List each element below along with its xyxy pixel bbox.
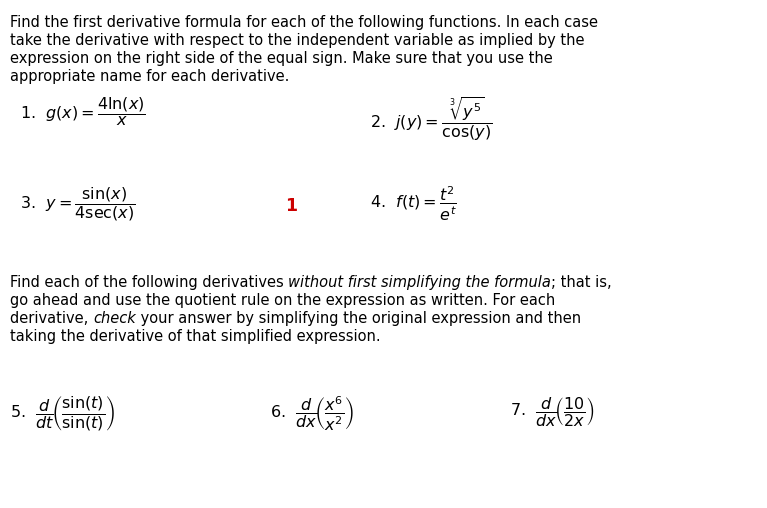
Text: your answer by simplifying the original expression and then: your answer by simplifying the original … [136,311,581,326]
Text: take the derivative with respect to the independent variable as implied by the: take the derivative with respect to the … [10,33,584,48]
Text: 1.  $g(x) = \dfrac{4\ln(x)}{x}$: 1. $g(x) = \dfrac{4\ln(x)}{x}$ [20,95,146,128]
Text: go ahead and use the quotient rule on the expression as written. For each: go ahead and use the quotient rule on th… [10,293,555,308]
Text: without first simplifying the formula: without first simplifying the formula [288,275,551,290]
Text: derivative,: derivative, [10,311,93,326]
Text: check: check [93,311,136,326]
Text: 5.  $\dfrac{d}{dt}\!\left(\dfrac{\sin(t)}{\sin(t)}\right)$: 5. $\dfrac{d}{dt}\!\left(\dfrac{\sin(t)}… [10,395,115,433]
Text: $\mathbf{1}$: $\mathbf{1}$ [285,197,298,215]
Text: ; that is,: ; that is, [551,275,612,290]
Text: taking the derivative of that simplified expression.: taking the derivative of that simplified… [10,329,380,344]
Text: expression on the right side of the equal sign. Make sure that you use the: expression on the right side of the equa… [10,51,553,66]
Text: 6.  $\dfrac{d}{dx}\!\left(\dfrac{x^6}{x^2}\right)$: 6. $\dfrac{d}{dx}\!\left(\dfrac{x^6}{x^2… [270,395,354,433]
Text: 2.  $j(y) = \dfrac{\sqrt[3]{y^5}}{\cos(y)}$: 2. $j(y) = \dfrac{\sqrt[3]{y^5}}{\cos(y)… [370,95,492,143]
Text: appropriate name for each derivative.: appropriate name for each derivative. [10,69,289,84]
Text: Find each of the following derivatives: Find each of the following derivatives [10,275,288,290]
Text: 4.  $f(t) = \dfrac{t^2}{e^t}$: 4. $f(t) = \dfrac{t^2}{e^t}$ [370,185,457,224]
Text: 3.  $y = \dfrac{\sin(x)}{4\sec(x)}$: 3. $y = \dfrac{\sin(x)}{4\sec(x)}$ [20,185,136,223]
Text: Find the first derivative formula for each of the following functions. In each c: Find the first derivative formula for ea… [10,15,598,30]
Text: 7.  $\dfrac{d}{dx}\!\left(\dfrac{10}{2x}\right)$: 7. $\dfrac{d}{dx}\!\left(\dfrac{10}{2x}\… [510,395,594,428]
